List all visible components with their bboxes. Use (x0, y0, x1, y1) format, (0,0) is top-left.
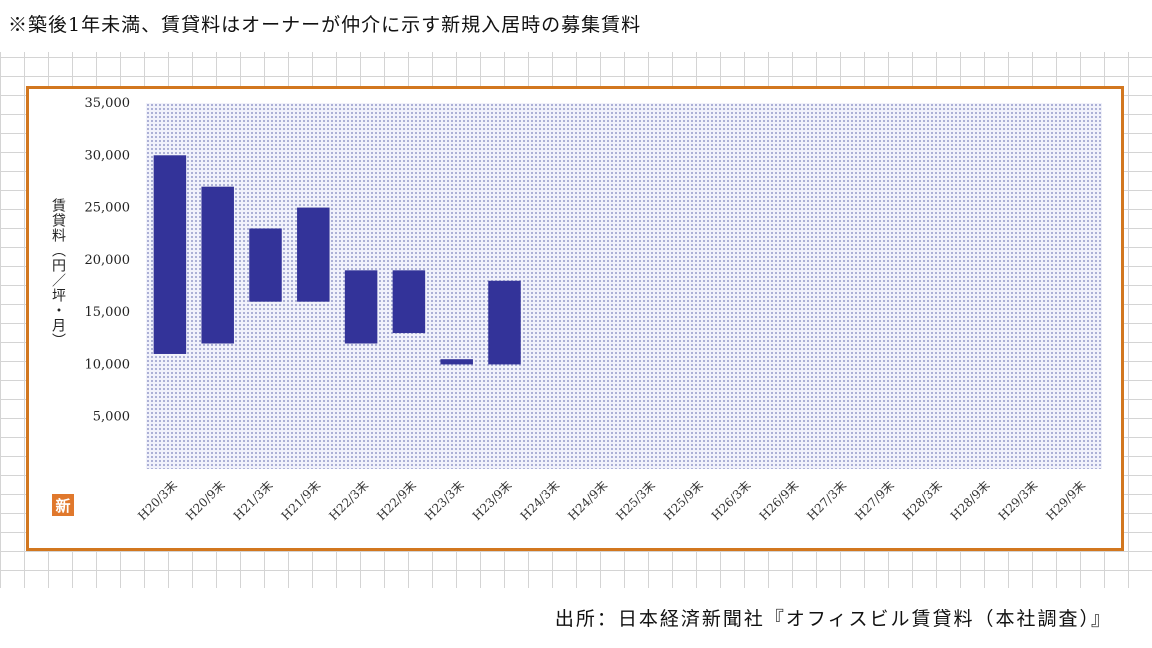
x-tick-label: H21/3末 (231, 478, 276, 523)
x-tick-label: H28/9末 (948, 478, 993, 523)
y-tick-label: 5,000 (93, 410, 130, 425)
y-tick-label: 10,000 (85, 357, 131, 372)
x-tick-label: H26/3末 (709, 478, 754, 523)
x-tick-label: H21/9末 (279, 478, 324, 523)
range-bar (153, 155, 187, 354)
x-tick-label: H23/3末 (422, 478, 467, 523)
x-tick-label: H24/9末 (565, 478, 610, 523)
range-bar (297, 207, 330, 302)
x-tick-label: H22/3末 (326, 478, 371, 523)
range-bar (440, 359, 473, 365)
footnote-text: ※築後1年未満、賃貸料はオーナーが仲介に示す新規入居時の募集賃料 (8, 14, 642, 36)
header-band (0, 0, 1152, 52)
range-bar (249, 228, 282, 302)
y-tick-label: 30,000 (85, 148, 131, 163)
range-bar (488, 280, 521, 365)
range-bar (201, 186, 234, 344)
x-tick-label: H20/9末 (183, 478, 228, 523)
range-bar (344, 270, 378, 344)
y-tick-label: 25,000 (85, 201, 131, 216)
x-tick-label: H25/3末 (613, 478, 658, 523)
x-tick-label: H29/3末 (996, 478, 1041, 523)
x-tick-label: H27/9末 (852, 478, 897, 523)
x-tick-label: H22/9末 (374, 478, 419, 523)
nikkei-logo: 新 (52, 494, 74, 516)
y-axis-label: 賃貸料（円／坪・月） (50, 198, 66, 348)
x-tick-label: H28/3末 (900, 478, 945, 523)
x-tick-label: H29/9末 (1043, 478, 1088, 523)
footer-band (0, 588, 1152, 648)
x-tick-label: H27/3末 (804, 478, 849, 523)
x-tick-label: H23/9末 (470, 478, 515, 523)
source-citation: 出所：日本経済新聞社『オフィスビル賃貸料（本社調査）』 (554, 608, 1112, 630)
y-tick-label: 35,000 (85, 96, 131, 111)
x-tick-label: H24/3末 (518, 478, 563, 523)
range-bar (392, 270, 426, 334)
x-tick-label: H20/3末 (135, 478, 180, 523)
y-tick-label: 20,000 (85, 253, 131, 268)
x-tick-label: H25/9末 (661, 478, 706, 523)
x-tick-label: H26/9末 (757, 478, 802, 523)
y-tick-label: 15,000 (85, 305, 131, 320)
